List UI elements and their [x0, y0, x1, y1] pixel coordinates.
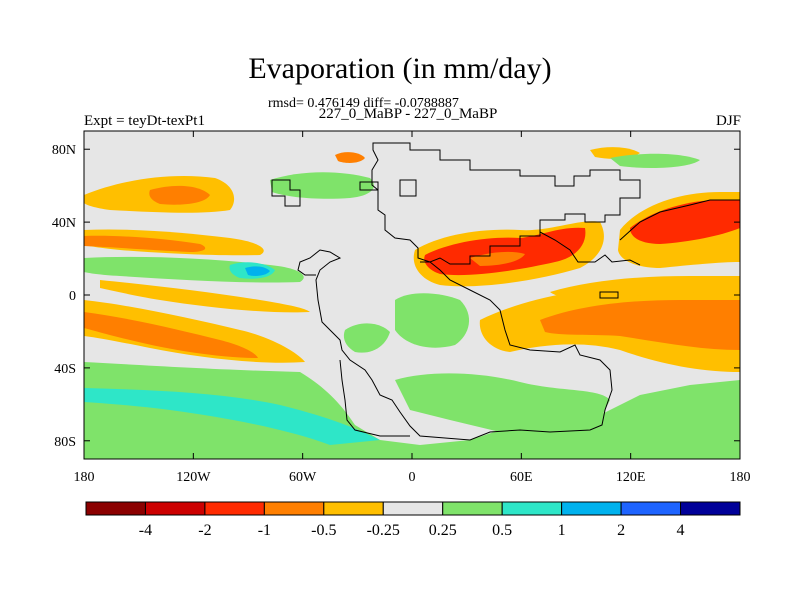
colorbar-swatch — [442, 501, 503, 516]
east-asia-red — [630, 200, 740, 244]
pacific-mid-red — [84, 235, 206, 252]
subtitle: 227_0_MaBP - 227_0_MaBP — [318, 106, 498, 122]
colorbar-label: -0.25 — [367, 522, 400, 539]
colorbar-swatch — [323, 501, 384, 516]
colorbar-label: -2 — [198, 522, 211, 539]
coastline-outline — [271, 142, 740, 441]
africa-green — [395, 293, 470, 348]
lat-tick-label: 80N — [52, 143, 76, 158]
latitude-axis: 80N 40N 0 40S 80S — [52, 143, 740, 450]
colorbar-label: 0.25 — [429, 522, 457, 539]
south-band-green — [84, 362, 740, 459]
lat-tick-label: 80S — [54, 435, 76, 450]
colorbar-label: -0.5 — [311, 522, 336, 539]
lon-tick-label: 180 — [74, 470, 95, 485]
evaporation-field — [84, 147, 740, 459]
longitude-axis: 180 120W 60W 0 60E 120E 180 — [74, 131, 751, 485]
experiment-label: Expt = teyDt-texPt1 — [84, 113, 205, 129]
colorbar-label: 4 — [677, 522, 685, 539]
colorbar-swatch — [620, 501, 682, 516]
colorbar-swatch — [263, 501, 325, 516]
colorbar-label: -4 — [139, 522, 152, 539]
indian-ocean-red — [540, 300, 740, 350]
colorbar-label: 0.5 — [492, 522, 512, 539]
pacific-cyan-core — [245, 266, 270, 276]
colorbar-swatch — [382, 501, 444, 516]
lon-tick-label: 120E — [616, 470, 646, 485]
colorbar-swatch — [680, 501, 741, 516]
colorbar: -4 -2 -1 -0.5 -0.25 0.25 0.5 1 2 4 — [85, 501, 741, 539]
lat-tick-label: 40S — [54, 362, 76, 377]
south-atlantic-green — [343, 323, 390, 353]
colorbar-swatch — [85, 501, 146, 516]
asia-red-core — [470, 251, 525, 266]
lon-tick-label: 60W — [289, 470, 317, 485]
stats-label: rmsd= 0.476149 diff= -0.0788887 — [268, 96, 459, 111]
asia-red-band — [424, 227, 586, 276]
colorbar-swatch — [204, 501, 265, 516]
lon-tick-label: 180 — [730, 470, 751, 485]
map-title: Evaporation (in mm/day) — [248, 52, 552, 85]
colorbar-swatch — [561, 501, 622, 516]
colorbar-swatch — [144, 501, 206, 516]
season-label: DJF — [715, 113, 741, 129]
colorbar-label: 1 — [558, 522, 566, 539]
south-green-patch — [395, 373, 610, 432]
pacific-orange-band-1 — [84, 300, 305, 363]
arctic-orange-spot — [335, 152, 365, 163]
arctic-green-band — [270, 172, 374, 199]
colorbar-label: 2 — [617, 522, 625, 539]
north-pacific-red — [149, 185, 210, 205]
lon-tick-label: 60E — [510, 470, 533, 485]
lon-tick-label: 0 — [409, 470, 416, 485]
colorbar-swatch — [501, 501, 563, 516]
pacific-red-band-1 — [84, 312, 258, 358]
colorbar-label: -1 — [258, 522, 271, 539]
south-band-teal — [84, 388, 380, 445]
lon-tick-label: 120W — [176, 470, 211, 485]
lat-tick-label: 40N — [52, 216, 76, 231]
lat-tick-label: 0 — [69, 289, 76, 304]
equatorial-band-orange — [550, 276, 740, 299]
north-east-green — [610, 153, 700, 168]
pacific-orange-band-2 — [100, 280, 310, 313]
